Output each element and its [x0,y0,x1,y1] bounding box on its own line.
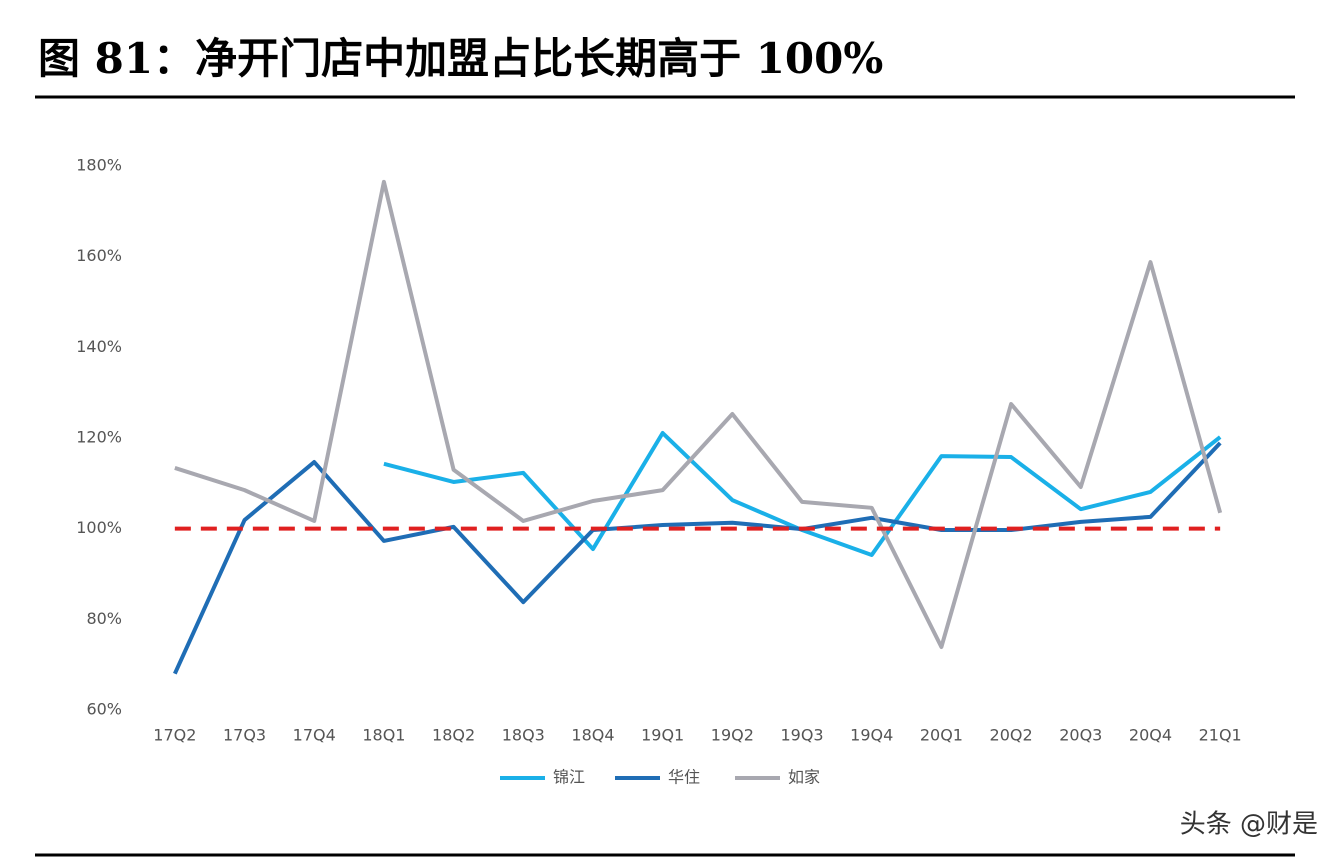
series-line [174,179,1223,649]
y-tick-label: 100% [76,518,122,537]
x-tick-label: 18Q3 [502,726,545,745]
x-tick-label: 18Q1 [362,726,405,745]
x-tick-label: 17Q3 [223,726,266,745]
watermark: 头条 @财是 [1180,810,1318,840]
x-tick-label: 19Q3 [780,726,823,745]
x-tick-label: 18Q4 [571,726,614,745]
chart-title: 图 81：净开门店中加盟占比长期高于 100% [38,34,883,83]
x-tick-label: 18Q2 [432,726,475,745]
y-tick-label: 120% [76,428,122,447]
x-tick-label: 19Q1 [641,726,684,745]
y-tick-label: 60% [86,700,122,719]
series-line [383,431,1222,557]
x-tick-label: 17Q2 [153,726,196,745]
y-tick-label: 160% [76,246,122,265]
legend-label: 如家 [788,768,820,787]
legend-label: 锦江 [553,768,585,787]
x-tick-label: 20Q4 [1129,726,1172,745]
x-tick-label: 20Q2 [990,726,1033,745]
legend-label: 华住 [668,768,700,787]
x-tick-label: 19Q4 [850,726,893,745]
y-tick-label: 180% [76,156,122,175]
x-tick-label: 20Q1 [920,726,963,745]
x-tick-label: 20Q3 [1059,726,1102,745]
y-tick-label: 140% [76,337,122,356]
x-tick-label: 17Q4 [293,726,336,745]
x-tick-label: 19Q2 [711,726,754,745]
y-tick-label: 80% [86,609,122,628]
x-tick-label: 21Q1 [1199,726,1242,745]
series-line [173,441,1222,675]
